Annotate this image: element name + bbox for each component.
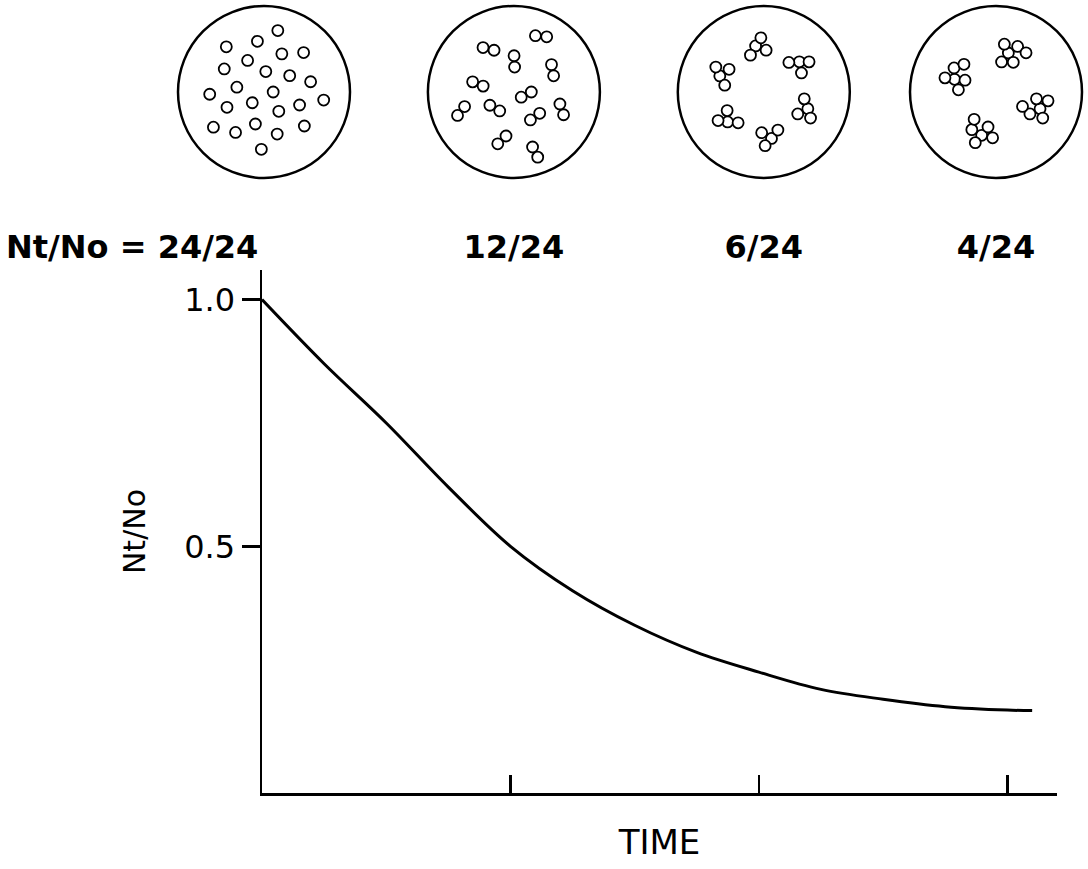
- svg-text:TIME: TIME: [618, 822, 701, 862]
- svg-text:1.0: 1.0: [184, 281, 235, 319]
- svg-text:0.5: 0.5: [184, 528, 235, 566]
- svg-text:4/24: 4/24: [957, 228, 1035, 266]
- svg-text:12/24: 12/24: [464, 228, 565, 266]
- svg-text:Nt/No = 24/24: Nt/No = 24/24: [6, 228, 258, 266]
- svg-text:Nt/No: Nt/No: [117, 489, 152, 574]
- svg-text:6/24: 6/24: [725, 228, 803, 266]
